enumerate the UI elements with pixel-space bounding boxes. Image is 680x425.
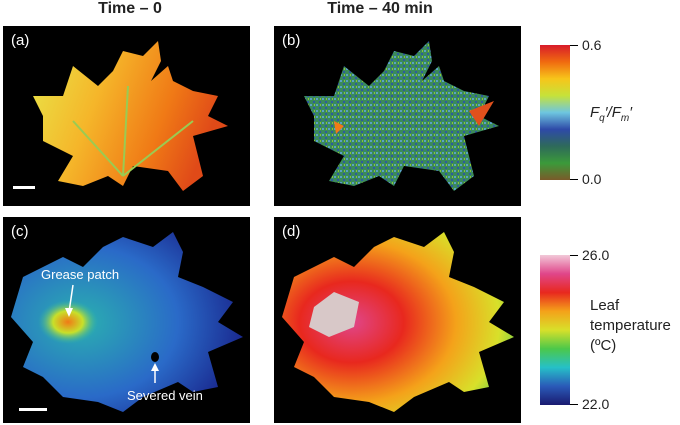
- colorbar-bottom-tick: [570, 179, 578, 180]
- leaf-temperature-time0: [11, 232, 243, 412]
- grease-patch-region: [309, 292, 359, 337]
- column-header-time-40: Time – 40 min: [327, 0, 433, 17]
- column-header-time-0: Time – 0: [98, 0, 162, 17]
- colorbar-fluorescence: [540, 45, 570, 180]
- panel-label-c: (c): [11, 223, 29, 240]
- colorbar-fluorescence-title: Fq′/Fm′: [590, 104, 633, 124]
- temp-colorbar-title: Leaf temperature (ºC): [590, 297, 671, 354]
- temp-colorbar-bottom-tick: [570, 404, 578, 405]
- panel-label-d: (d): [282, 223, 301, 240]
- colorbar-min-label: 0.0: [582, 171, 602, 187]
- panel-d-image: (d): [274, 217, 521, 423]
- colorbar-max-label: 0.6: [582, 37, 602, 53]
- panel-label-b: (b): [282, 32, 301, 49]
- panel-a-image: (a): [3, 26, 250, 206]
- grease-patch-label: Grease patch: [41, 267, 120, 282]
- panel-b-image: (b): [274, 26, 521, 206]
- temp-colorbar-min-label: 22.0: [582, 396, 610, 412]
- colorbar-temperature: [540, 255, 570, 405]
- severed-vein-label: Severed vein: [127, 388, 203, 403]
- scale-bar: [13, 186, 35, 189]
- panel-label-a: (a): [11, 32, 30, 49]
- colorbar-top-tick: [570, 45, 578, 46]
- leaf-fluorescence-time0: [33, 41, 228, 191]
- panel-c-image: (c) Grease patch Severed vein: [3, 217, 250, 423]
- leaf-fluorescence-time40: [304, 41, 499, 191]
- leaf-temperature-time40: [282, 232, 514, 412]
- temp-colorbar-max-label: 26.0: [582, 247, 610, 263]
- temp-colorbar-top-tick: [570, 255, 578, 256]
